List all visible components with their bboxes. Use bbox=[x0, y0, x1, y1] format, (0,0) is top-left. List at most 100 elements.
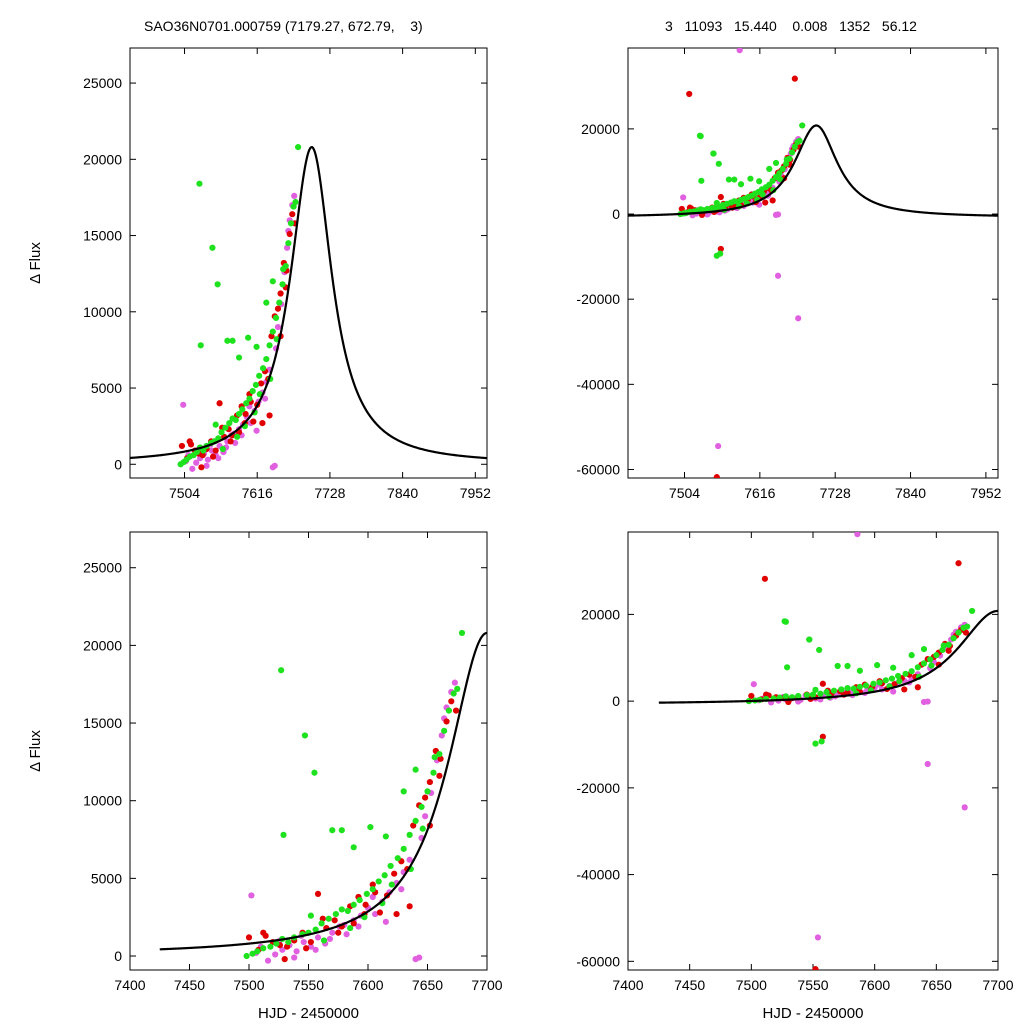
panel-bottom-right: 7400 7450 7500 7550 7600 7650 7700 -60000 -40000… bbox=[576, 531, 1014, 1022]
data-point-red bbox=[283, 943, 291, 950]
model-curve bbox=[159, 631, 487, 951]
y-tick-label: 20000 bbox=[83, 151, 122, 167]
data-point-green bbox=[856, 683, 863, 690]
data-point-green bbox=[445, 707, 453, 714]
data-point-magenta bbox=[253, 427, 260, 434]
data-point-magenta bbox=[314, 934, 322, 941]
data-point-green bbox=[955, 629, 962, 636]
data-point-red bbox=[376, 909, 383, 916]
y-tick-label: -40000 bbox=[576, 867, 620, 883]
data-point-green bbox=[454, 685, 461, 692]
data-point-green bbox=[243, 400, 250, 407]
data-point-magenta bbox=[204, 456, 211, 463]
x-tick-label: 7700 bbox=[471, 977, 502, 993]
data-point-green bbox=[269, 328, 276, 335]
data-point-magenta bbox=[795, 315, 802, 322]
model-curve bbox=[628, 124, 998, 217]
x-axis-label: HJD - 2450000 bbox=[763, 1005, 864, 1022]
x-tick-label: 7550 bbox=[797, 977, 828, 993]
data-point-magenta bbox=[293, 948, 300, 955]
data-point-green bbox=[895, 672, 902, 680]
data-point-green bbox=[450, 690, 457, 697]
data-point-green bbox=[259, 365, 267, 372]
data-point-red bbox=[393, 910, 400, 918]
data-point-green bbox=[933, 652, 940, 659]
data-point-magenta bbox=[193, 459, 200, 466]
data-point-green bbox=[263, 355, 270, 363]
data-point-green bbox=[874, 662, 881, 669]
data-point-green bbox=[896, 678, 903, 685]
data-point-green bbox=[419, 825, 426, 832]
data-point-red bbox=[289, 211, 296, 218]
data-point-green bbox=[940, 642, 947, 649]
data-point-red bbox=[436, 772, 443, 779]
y-tick-label: -20000 bbox=[576, 291, 620, 307]
y-tick-label: -60000 bbox=[576, 461, 620, 477]
data-point-red bbox=[819, 733, 826, 740]
data-point-red bbox=[250, 418, 257, 425]
data-point-green bbox=[263, 299, 270, 306]
data-point-red bbox=[717, 245, 724, 253]
data-point-magenta bbox=[291, 954, 298, 961]
data-point-red bbox=[962, 629, 970, 636]
y-tick-label: 0 bbox=[114, 456, 122, 472]
data-point-green bbox=[381, 872, 388, 879]
x-tick-label: 7840 bbox=[895, 485, 926, 501]
data-point-green bbox=[278, 667, 285, 674]
data-point-green bbox=[235, 410, 243, 418]
data-point-green bbox=[710, 150, 717, 157]
x-tick-label: 7400 bbox=[114, 977, 145, 993]
data-point-green bbox=[418, 803, 425, 811]
data-point-green bbox=[273, 940, 280, 947]
data-point-magenta bbox=[355, 923, 362, 930]
data-point-red bbox=[307, 938, 314, 946]
data-point-green bbox=[338, 906, 345, 913]
data-point-green bbox=[430, 769, 437, 776]
data-point-green bbox=[388, 881, 395, 888]
y-tick-label: 25000 bbox=[83, 560, 122, 576]
data-point-green bbox=[964, 623, 971, 630]
data-point-green bbox=[789, 149, 796, 156]
data-point-green bbox=[412, 766, 419, 773]
data-point-green bbox=[862, 682, 870, 689]
y-tick-label: 5000 bbox=[91, 870, 122, 886]
data-point-green bbox=[350, 844, 357, 851]
data-point-green bbox=[795, 692, 802, 700]
x-tick-label: 7840 bbox=[387, 485, 418, 501]
y-axis-label: Δ Flux bbox=[27, 730, 44, 772]
data-point-green bbox=[222, 424, 229, 431]
data-point-magenta bbox=[307, 943, 314, 950]
y-tick-label: 20000 bbox=[83, 637, 122, 653]
data-point-green bbox=[830, 687, 838, 694]
data-point-green bbox=[799, 122, 806, 129]
data-point-green bbox=[252, 381, 260, 389]
data-point-magenta bbox=[750, 681, 757, 688]
data-point-green bbox=[876, 679, 883, 686]
y-tick-label: 20000 bbox=[581, 121, 620, 137]
data-point-magenta bbox=[406, 856, 413, 863]
y-tick-label: -40000 bbox=[576, 376, 620, 392]
data-point-red bbox=[391, 870, 398, 877]
data-point-green bbox=[320, 937, 328, 944]
data-point-red bbox=[812, 966, 819, 970]
data-point-red bbox=[216, 400, 223, 407]
data-point-red bbox=[178, 442, 186, 450]
data-layer bbox=[628, 48, 998, 478]
data-point-magenta bbox=[291, 192, 298, 200]
data-point-green bbox=[209, 244, 216, 251]
data-point-red bbox=[266, 412, 273, 419]
data-point-red bbox=[199, 452, 206, 459]
x-tick-label: 7600 bbox=[352, 977, 383, 993]
data-point-red bbox=[422, 794, 429, 801]
data-point-green bbox=[844, 662, 851, 670]
x-tick-label: 7616 bbox=[744, 485, 775, 501]
data-point-green bbox=[766, 165, 773, 173]
data-point-green bbox=[246, 395, 253, 402]
data-point-green bbox=[717, 250, 724, 257]
data-point-green bbox=[394, 855, 401, 862]
data-point-magenta bbox=[924, 760, 931, 768]
data-point-green bbox=[436, 751, 443, 758]
y-tick-label: -60000 bbox=[576, 953, 620, 969]
data-point-green bbox=[458, 629, 466, 637]
data-point-green bbox=[285, 240, 292, 247]
